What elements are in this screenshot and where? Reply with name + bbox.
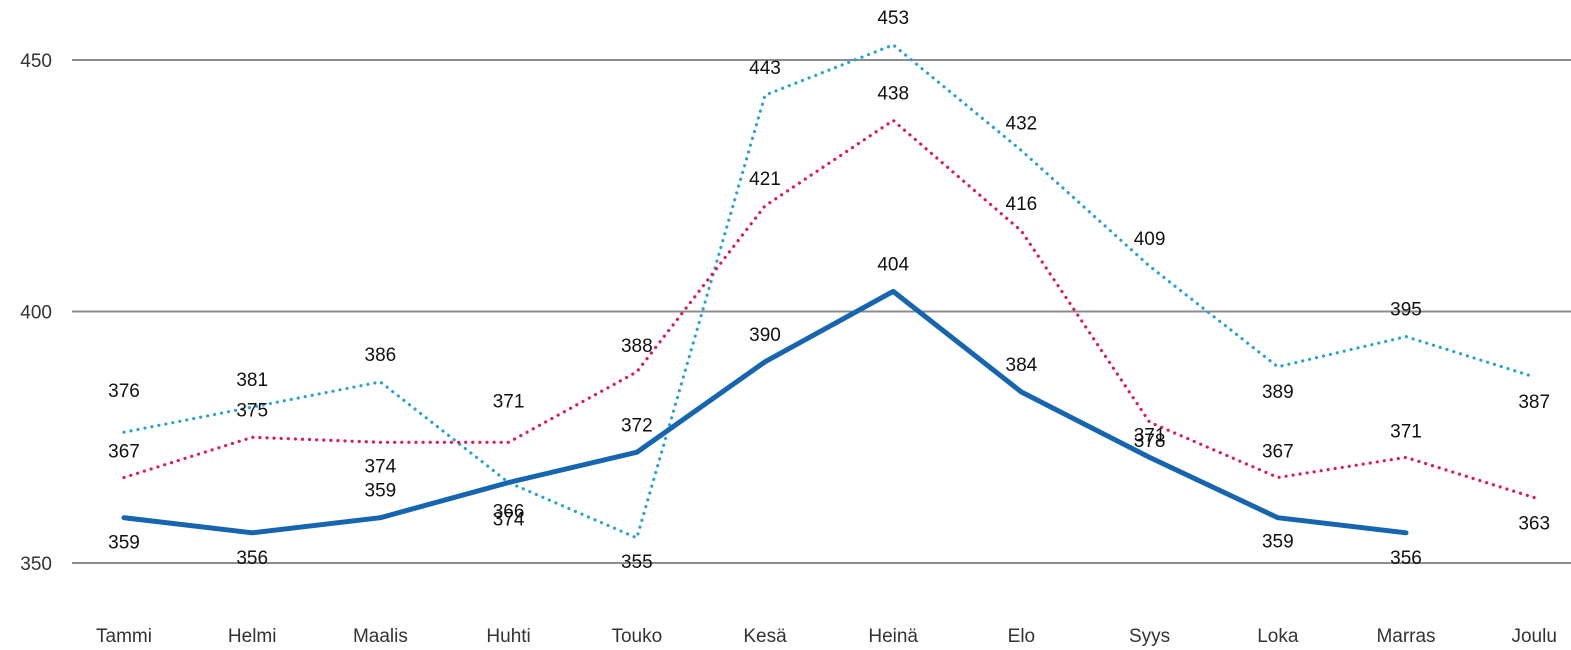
x-tick-label: Joulu <box>1511 626 1556 647</box>
data-label: 355 <box>621 552 653 573</box>
data-label: 372 <box>621 415 653 436</box>
x-tick-label: Heinä <box>868 626 918 647</box>
data-label: 390 <box>749 325 781 346</box>
gridlines <box>72 59 1571 564</box>
x-tick-label: Maalis <box>353 626 408 647</box>
data-label: 371 <box>493 391 525 412</box>
series-lines <box>121 43 1536 540</box>
data-label: 359 <box>365 481 397 502</box>
data-label: 374 <box>493 510 525 531</box>
series-line-3 <box>121 288 1409 536</box>
data-label: 356 <box>236 548 268 569</box>
x-tick-label: Helmi <box>228 626 277 647</box>
x-axis-ticks: Tammi Helmi Maalis Huhti Touko Kesä Heinä Elo Sy… <box>96 626 1557 647</box>
data-label: 416 <box>1006 194 1038 215</box>
x-tick-label: Huhti <box>486 626 530 647</box>
data-label: 395 <box>1390 300 1422 321</box>
y-tick-label: 450 <box>20 51 52 72</box>
data-label: 432 <box>1006 114 1038 135</box>
data-label: 387 <box>1518 392 1550 413</box>
data-label: 371 <box>1134 425 1166 446</box>
data-label: 453 <box>877 8 909 29</box>
data-label: 443 <box>749 58 781 79</box>
data-label: 389 <box>1262 382 1294 403</box>
data-label: 371 <box>1390 421 1422 442</box>
data-label: 376 <box>108 381 140 402</box>
data-label: 404 <box>877 254 909 275</box>
x-tick-label: Loka <box>1257 626 1299 647</box>
data-label: 386 <box>365 345 397 366</box>
data-label: 359 <box>1262 532 1294 553</box>
series-line-1 <box>122 43 1536 540</box>
x-tick-label: Marras <box>1376 626 1435 647</box>
data-label: 409 <box>1134 229 1166 250</box>
y-tick-label: 400 <box>20 303 52 324</box>
data-label: 374 <box>365 456 397 477</box>
data-label: 367 <box>108 441 140 462</box>
data-label: 438 <box>877 83 909 104</box>
y-axis-ticks: 350 400 450 <box>20 51 52 575</box>
x-tick-label: Elo <box>1008 626 1035 647</box>
data-label: 363 <box>1518 514 1550 535</box>
data-label: 356 <box>1390 548 1422 569</box>
data-labels: 376 381 386 366 355 443 453 432 409 389 395 387 367 3… <box>108 8 1550 573</box>
data-label: 388 <box>621 336 653 357</box>
data-label: 381 <box>236 370 268 391</box>
x-tick-label: Touko <box>611 626 662 647</box>
y-tick-label: 350 <box>20 554 52 575</box>
data-label: 367 <box>1262 441 1294 462</box>
x-tick-label: Syys <box>1129 626 1170 647</box>
data-label: 366 <box>493 502 525 523</box>
data-label: 378 <box>1134 431 1166 452</box>
data-label: 359 <box>108 533 140 554</box>
x-tick-label: Kesä <box>743 626 787 647</box>
series-line-2 <box>122 118 1536 500</box>
x-tick-label: Tammi <box>96 626 152 647</box>
data-label: 384 <box>1006 355 1038 376</box>
data-label: 421 <box>749 169 781 190</box>
data-label: 375 <box>236 400 268 421</box>
